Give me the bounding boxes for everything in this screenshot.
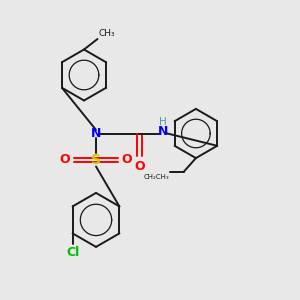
Text: CH₂CH₃: CH₂CH₃ <box>144 174 169 180</box>
Text: N: N <box>91 127 101 140</box>
Text: O: O <box>134 160 145 173</box>
Text: O: O <box>122 153 132 167</box>
Text: H: H <box>159 117 167 127</box>
Text: Cl: Cl <box>66 246 79 259</box>
Text: CH₃: CH₃ <box>99 29 115 38</box>
Text: N: N <box>158 125 168 138</box>
Text: O: O <box>60 153 70 167</box>
Text: S: S <box>91 153 101 167</box>
